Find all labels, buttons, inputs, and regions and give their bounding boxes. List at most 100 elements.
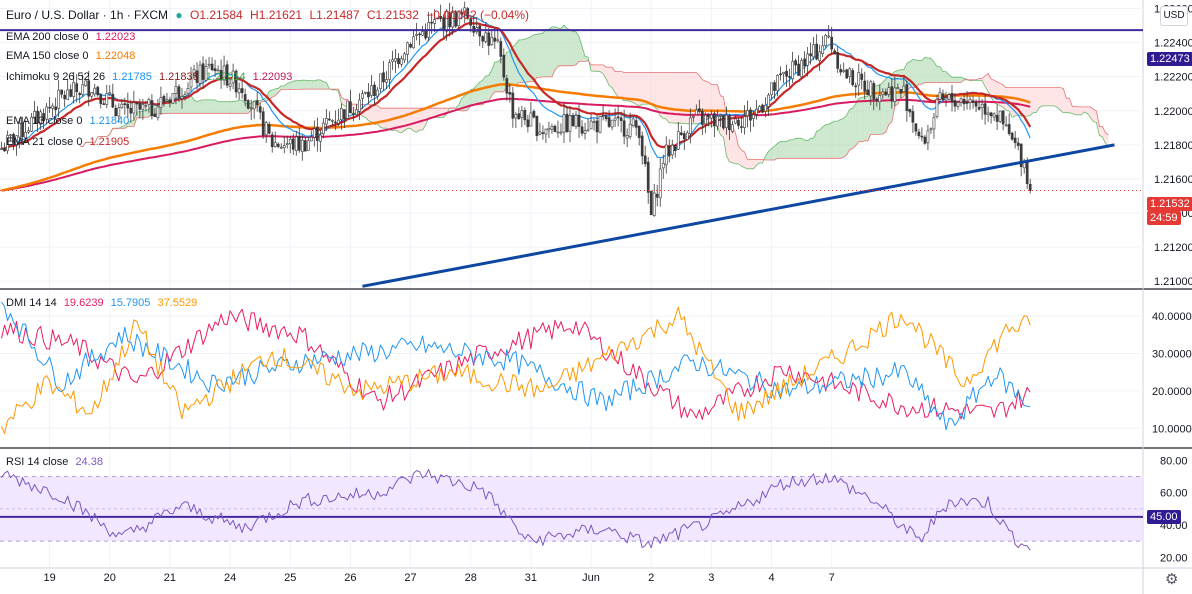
ichimoku-cloud [591,64,595,72]
ichimoku-cloud [1096,111,1100,136]
x-tick-label: 25 [284,572,296,584]
currency-button[interactable]: USD [1160,6,1188,26]
candle-body [661,163,665,169]
symbol-title: Euro / U.S. Dollar · 1h · FXCM [6,8,169,22]
rsi-legend[interactable]: RSI 14 close 24.38 [6,456,107,468]
ichimoku-cloud [660,72,664,119]
candle-body [968,99,972,103]
candle-body [797,63,800,76]
candle-body [300,139,304,152]
dmi-legend[interactable]: DMI 14 14 19.6239 15.7905 37.5529 [6,297,201,309]
ichimoku-cloud [933,61,937,83]
candle-body [731,124,734,132]
candle-body [294,136,298,151]
candle-body [1007,124,1011,134]
ichimoku-cloud [627,72,631,102]
ichimoku-cloud [194,100,198,114]
candle-body [81,84,85,95]
candle-body [601,114,605,117]
dmi-minus-value: 15.7905 [110,297,151,309]
candle-body [99,94,103,104]
candle-body [421,31,424,36]
candle-body [364,91,367,94]
dmi-label: DMI 14 14 [6,297,57,309]
ichimoku-cloud [281,85,285,90]
ichimoku-cloud [233,101,237,114]
dmi-series-line [1,308,1031,420]
candle-body [346,100,349,119]
candle-body [78,93,82,96]
settings-gear-icon[interactable]: ⚙ [1165,571,1179,588]
symbol-legend[interactable]: Euro / U.S. Dollar · 1h · FXCM ● O1.2158… [6,8,533,22]
ema200-label: EMA 200 close 0 [6,31,89,43]
candle-body [30,116,33,132]
ichimoku-cloud [753,159,757,169]
candle-body [231,70,235,84]
candle-body [207,63,211,66]
candle-body [261,111,265,136]
candle-body [869,81,873,97]
rsi-line [1,469,1031,551]
candle-body [863,80,867,92]
candle-body [728,115,731,131]
ichimoku-cloud [419,108,423,130]
resistance-price-badge: 1.22473 [1147,52,1192,66]
ema150-value: 1.22048 [95,50,136,62]
dmi-y-tick-label: 20.0000 [1152,386,1192,398]
ichimoku-cloud [955,77,959,83]
ichimoku-cloud [834,121,838,159]
x-tick-label: 19 [43,572,55,584]
candle-body [857,72,861,86]
rsi-y-tick-label: 60.00 [1160,488,1188,500]
candle-body [466,8,470,19]
candle-body [385,79,388,83]
ichimoku-cloud [278,85,282,93]
ichimoku-cloud [470,88,474,106]
ichimoku-cloud [681,72,685,124]
candle-body [297,135,301,151]
ichimoku-cloud [476,82,480,105]
candle-body [337,119,340,124]
candle-body [213,68,217,72]
candle-body [595,120,599,133]
candle-body [839,69,843,73]
x-tick-label: 28 [465,572,477,584]
ichimoku-kijun: 1.21835 [158,71,199,83]
ichimoku-cloud [284,83,288,90]
ichimoku-cloud [774,143,778,160]
ema150-label: EMA 150 close 0 [6,50,89,62]
ichimoku-cloud [994,80,998,105]
ema21-legend[interactable]: EMA 21 close 0 1.21905 [6,136,133,148]
candle-body [171,93,175,104]
ichimoku-cloud [780,141,784,159]
candle-body [87,80,91,97]
candle-body [640,135,644,157]
candle-body [285,143,289,145]
ohlc-change: −0.00052 (−0.04%) [426,8,529,22]
candle-body [944,97,948,101]
ichimoku-cloud [215,99,219,114]
candle-body [117,107,121,117]
ichimoku-cloud [521,38,525,83]
ema150-legend[interactable]: EMA 150 close 0 1.22048 [6,50,139,62]
ichimoku-cloud [918,60,922,85]
candle-body [93,87,97,95]
candle-body [628,123,632,137]
ichimoku-cloud [1048,87,1052,106]
candle-body [204,66,208,81]
ema13-legend[interactable]: EMA 13 close 0 1.21840 [6,115,133,127]
y-tick-label: 1.21800 [1154,140,1192,152]
ichimoku-cloud [311,80,315,90]
candle-body [273,142,277,147]
ichimoku-cloud [852,103,856,149]
candle-body [102,103,106,105]
ichimoku-cloud [269,90,273,100]
dmi-y-tick-label: 30.0000 [1152,349,1192,361]
ichimoku-legend[interactable]: Ichimoku 9 26 52 26 1.21785 1.21835 1.22… [6,71,296,83]
ohlc-open: O1.21584 [189,8,243,22]
ema200-legend[interactable]: EMA 200 close 0 1.22023 [6,31,139,43]
ema13-value: 1.21840 [89,115,130,127]
candle-body [3,148,6,152]
ichimoku-cloud [861,96,865,142]
